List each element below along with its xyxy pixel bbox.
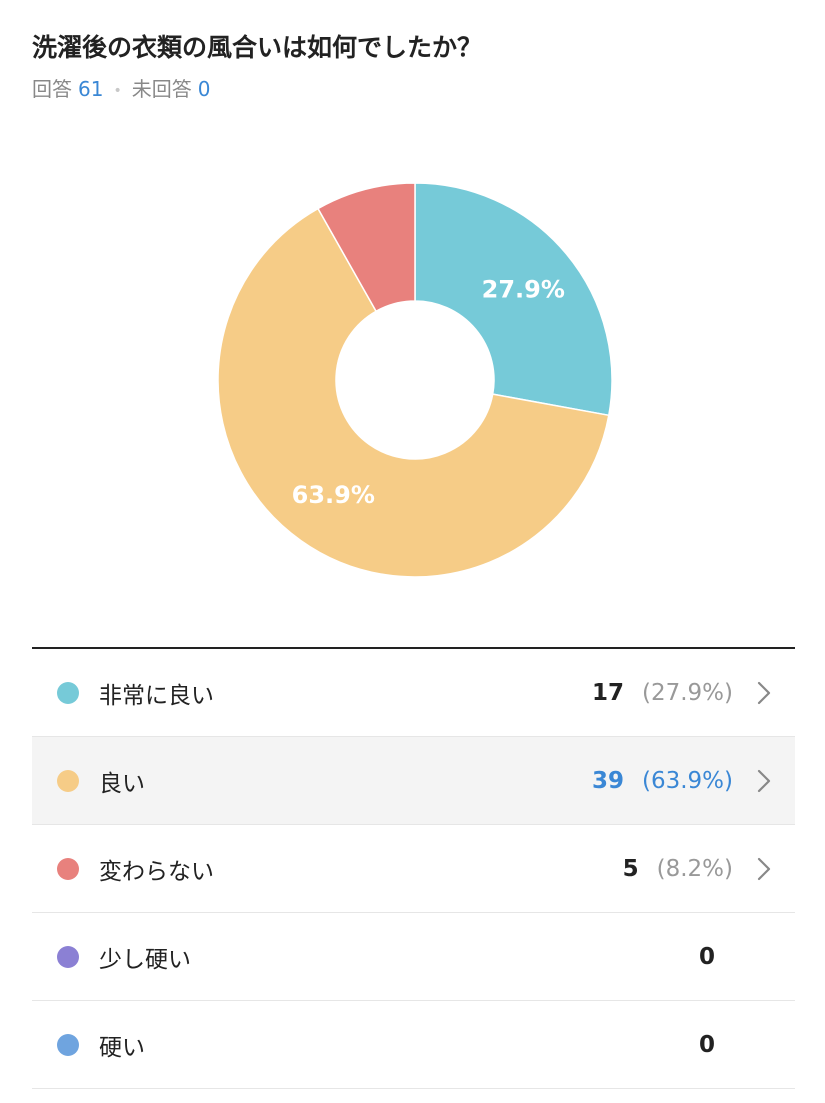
legend-label: 少し硬い (99, 946, 191, 973)
legend-count: 5 (622, 855, 639, 882)
legend-row: 硬い 0 (32, 1001, 795, 1089)
legend-row[interactable]: 変わらない 5 (8.2%) (32, 825, 795, 913)
legend-label: 硬い (99, 1034, 145, 1061)
answered-label: 回答 (32, 77, 72, 101)
legend-count: 17 (591, 679, 624, 706)
legend-count: 0 (698, 943, 715, 970)
legend-count: 0 (698, 1031, 715, 1058)
response-summary: 回答 61 • 未回答 0 (32, 74, 210, 104)
legend-label: 良い (99, 770, 145, 797)
legend-row: 少し硬い 0 (32, 913, 795, 1001)
unanswered-label: 未回答 (131, 77, 192, 101)
donut-slice-3[interactable] (316, 182, 416, 313)
question-title: 洗濯後の衣類の風合いは如何でしたか？ (32, 33, 483, 62)
legend-percent: (63.9%) (641, 767, 733, 794)
legend-percent: (27.9%) (641, 679, 733, 706)
answered-count[interactable]: 61 (78, 77, 104, 101)
legend-label: 非常に良い (99, 682, 214, 709)
donut-chart: 27.9% 63.9% (217, 182, 613, 578)
unanswered-count[interactable]: 0 (197, 77, 211, 101)
legend-row[interactable]: 良い 39 (63.9%) (32, 737, 795, 825)
chevron-right-icon[interactable] (747, 676, 781, 710)
legend-color-dot (57, 857, 79, 880)
legend-divider (32, 647, 795, 649)
slice-label-2: 63.9% (292, 481, 375, 509)
summary-separator: • (113, 82, 122, 99)
chevron-right-icon[interactable] (747, 764, 781, 798)
donut-slice-2[interactable] (217, 207, 610, 578)
legend-list: 非常に良い 17 (27.9%) 良い 39 (63.9%) 変わらない 5 (8.2%) 少し硬… (32, 649, 795, 1089)
legend-percent: (8.2%) (656, 855, 733, 882)
legend-label: 変わらない (99, 858, 214, 885)
legend-color-dot (57, 681, 79, 704)
donut-slice-1[interactable] (414, 182, 613, 417)
slice-label-1: 27.9% (482, 276, 565, 304)
chevron-right-icon[interactable] (747, 852, 781, 886)
legend-row[interactable]: 非常に良い 17 (27.9%) (32, 649, 795, 737)
legend-count: 39 (591, 767, 624, 794)
legend-color-dot (57, 769, 79, 792)
legend-color-dot (57, 1033, 79, 1056)
legend-color-dot (57, 945, 79, 968)
